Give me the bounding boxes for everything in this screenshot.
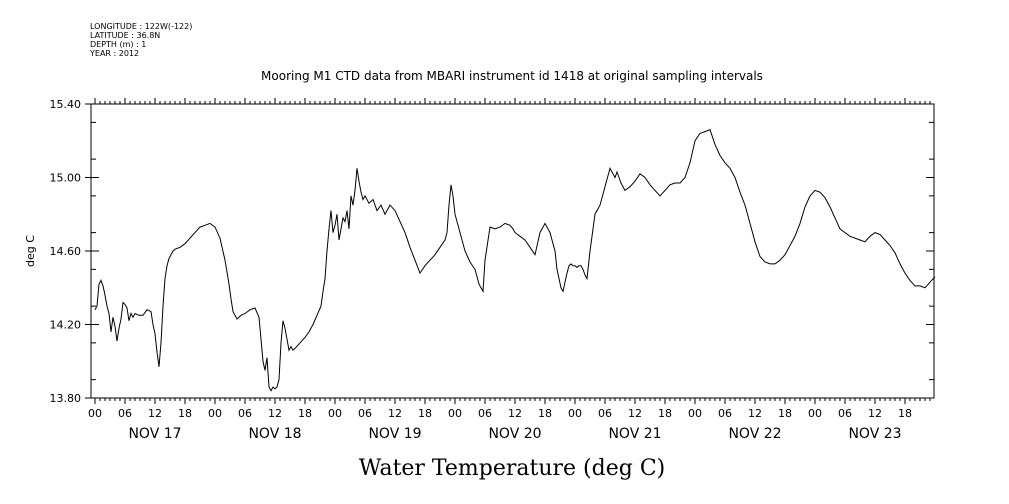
x-tick-label: 00 — [808, 407, 822, 420]
day-label: NOV 22 — [728, 426, 781, 442]
day-label: NOV 20 — [488, 426, 541, 442]
chart-title: Mooring M1 CTD data from MBARI instrumen… — [261, 69, 763, 83]
metadata-block: LONGITUDE : 122W(-122) LATITUDE : 36.8N … — [90, 22, 192, 58]
depth-text: DEPTH (m) : 1 — [90, 40, 147, 49]
x-tick-label: 00 — [568, 407, 582, 420]
latitude-text: LATITUDE : 36.8N — [90, 31, 161, 40]
x-tick-label: 06 — [838, 407, 852, 420]
x-tick-label: 12 — [268, 407, 282, 420]
day-label: NOV 17 — [128, 426, 181, 442]
x-tick-label: 06 — [238, 407, 252, 420]
x-tick-label: 18 — [298, 407, 312, 420]
y-tick-label: 14.20 — [50, 319, 82, 332]
x-tick-label: 00 — [448, 407, 462, 420]
x-axis: 00 06 12 18 00 06 12 18 00 06 12 18 00 06 12 18 00 06 12 18… — [88, 98, 931, 442]
y-tick-label: 15.00 — [50, 172, 82, 185]
x-tick-label: 06 — [118, 407, 132, 420]
temperature-line — [94, 129, 936, 392]
x-tick-label: 12 — [148, 407, 162, 420]
x-tick-label: 12 — [748, 407, 762, 420]
x-tick-label: 00 — [208, 407, 222, 420]
x-tick-label: 18 — [658, 407, 672, 420]
day-label: NOV 23 — [848, 426, 901, 442]
x-tick-label: 18 — [178, 407, 192, 420]
x-tick-label: 00 — [688, 407, 702, 420]
x-tick-label: 18 — [898, 407, 912, 420]
y-tick-label: 14.60 — [50, 245, 82, 258]
day-label: NOV 19 — [368, 426, 421, 442]
x-tick-label: 12 — [628, 407, 642, 420]
y-tick-label: 13.80 — [50, 392, 82, 405]
x-tick-label: 12 — [388, 407, 402, 420]
day-label: NOV 18 — [248, 426, 301, 442]
y-axis-label: deg C — [24, 235, 37, 267]
x-tick-label: 06 — [718, 407, 732, 420]
x-tick-label: 12 — [508, 407, 522, 420]
x-tick-label: 06 — [598, 407, 612, 420]
y-axis: 13.80 14.20 14.60 15.00 15.40 — [50, 98, 934, 405]
x-tick-label: 00 — [88, 407, 102, 420]
x-tick-label: 00 — [328, 407, 342, 420]
x-tick-label: 06 — [358, 407, 372, 420]
x-tick-label: 12 — [868, 407, 882, 420]
x-axis-label: Water Temperature (deg C) — [359, 456, 666, 481]
x-tick-label: 18 — [778, 407, 792, 420]
longitude-text: LONGITUDE : 122W(-122) — [90, 22, 193, 31]
x-tick-label: 06 — [478, 407, 492, 420]
year-text: YEAR : 2012 — [90, 49, 140, 58]
x-tick-label: 18 — [538, 407, 552, 420]
y-tick-label: 15.40 — [50, 98, 82, 111]
day-label: NOV 21 — [608, 426, 661, 442]
plot-frame — [90, 103, 935, 399]
x-tick-label: 18 — [418, 407, 432, 420]
